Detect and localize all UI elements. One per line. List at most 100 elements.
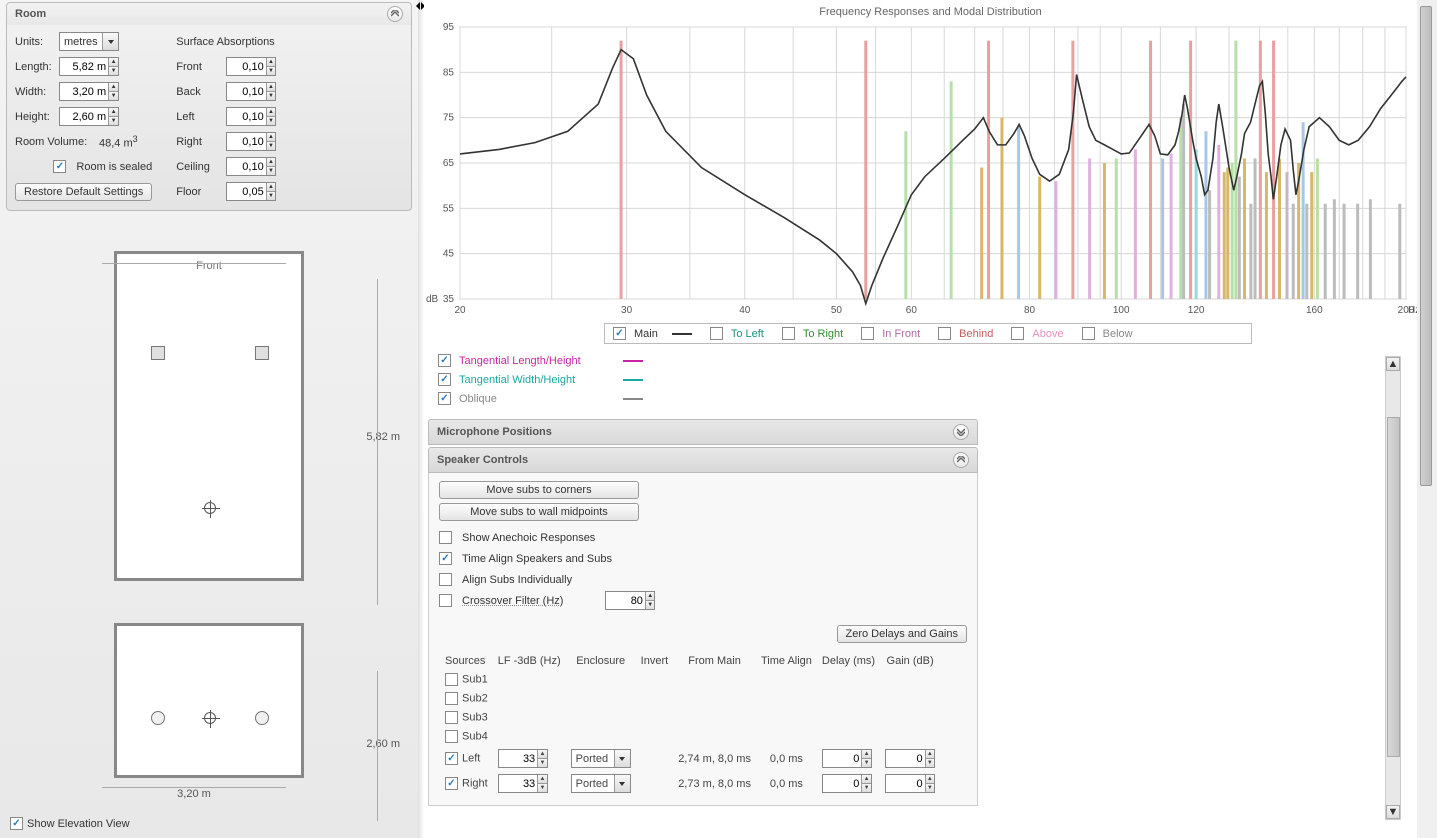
legend-checkbox[interactable] [613, 327, 626, 340]
chevron-down-icon[interactable] [614, 750, 630, 767]
legend-checkbox[interactable] [861, 327, 874, 340]
align-indiv-checkbox[interactable] [439, 573, 452, 586]
source-row: Right▲▼Ported2,73 m, 8,0 ms0,0 ms▲▼▲▼ [441, 772, 939, 795]
legend-item-to-right[interactable]: To Right [782, 327, 843, 340]
move-subs-corners-button[interactable]: Move subs to corners [439, 481, 639, 499]
col-enc: Enclosure [567, 653, 635, 669]
sealed-checkbox[interactable] [53, 160, 66, 173]
enclosure-select[interactable]: Ported [571, 749, 631, 768]
restore-defaults-button[interactable]: Restore Default Settings [15, 183, 152, 201]
elev-mic-icon[interactable] [204, 712, 216, 724]
outer-scrollbar[interactable] [1417, 0, 1437, 838]
legend-line-sample [672, 333, 692, 335]
anechoic-checkbox[interactable] [439, 531, 452, 544]
elev-speaker-left-icon[interactable] [151, 711, 165, 725]
ceiling-abs-input[interactable]: ▲▼ [226, 157, 276, 176]
legend-checkbox[interactable] [1011, 327, 1024, 340]
show-elevation-checkbox[interactable] [10, 817, 23, 830]
speaker-controls-header[interactable]: Speaker Controls [428, 447, 978, 473]
speaker-right-icon[interactable] [255, 346, 269, 360]
source-row: Left▲▼Ported2,74 m, 8,0 ms0,0 ms▲▼▲▼ [441, 747, 939, 770]
elevation-view-diagram[interactable] [114, 623, 304, 778]
legend-checkbox[interactable] [438, 373, 451, 386]
floor-abs-input[interactable]: ▲▼ [226, 182, 276, 201]
show-elevation-row: Show Elevation View [10, 817, 130, 830]
svg-text:30: 30 [621, 305, 633, 316]
legend-item-below[interactable]: Below [1082, 327, 1133, 340]
chevron-down-icon[interactable] [102, 33, 118, 50]
legend-checkbox[interactable] [1082, 327, 1095, 340]
width-input[interactable]: ▲▼ [59, 82, 119, 101]
legend-checkbox[interactable] [782, 327, 795, 340]
legend-item-behind[interactable]: Behind [938, 327, 993, 340]
crossover-input[interactable]: ▲▼ [605, 591, 655, 610]
height-input[interactable]: ▲▼ [59, 107, 119, 126]
legend-checkbox[interactable] [438, 392, 451, 405]
lf-input[interactable]: ▲▼ [498, 749, 548, 768]
legend-item-above[interactable]: Above [1011, 327, 1063, 340]
delay-input[interactable]: ▲▼ [822, 774, 872, 793]
mic-position-icon[interactable] [204, 502, 216, 514]
right-abs-label: Right [176, 136, 220, 148]
gain-input[interactable]: ▲▼ [885, 749, 935, 768]
legend-checkbox[interactable] [938, 327, 951, 340]
zero-delays-gains-button[interactable]: Zero Delays and Gains [837, 625, 968, 643]
enclosure-select[interactable]: Ported [571, 774, 631, 793]
gain-input[interactable]: ▲▼ [885, 774, 935, 793]
time-align-checkbox[interactable] [439, 552, 452, 565]
from-main-value: 2,74 m, 8,0 ms [678, 753, 751, 765]
front-abs-label: Front [176, 61, 220, 73]
svg-text:55: 55 [443, 203, 455, 214]
inner-scrollbar[interactable]: ▲ ▼ [1385, 356, 1401, 820]
speaker-collapse-btn[interactable] [953, 452, 969, 468]
legend-item-to-left[interactable]: To Left [710, 327, 764, 340]
ext-legend-item[interactable]: Tangential Width/Height [438, 373, 978, 386]
room-collapse-btn[interactable] [387, 6, 403, 22]
mic-positions-header[interactable]: Microphone Positions [428, 419, 978, 445]
col-inv: Invert [637, 653, 673, 669]
legend-item-in-front[interactable]: In Front [861, 327, 920, 340]
lf-input[interactable]: ▲▼ [498, 774, 548, 793]
right-abs-input[interactable]: ▲▼ [226, 132, 276, 151]
length-value[interactable] [60, 61, 108, 73]
delay-input[interactable]: ▲▼ [822, 749, 872, 768]
legend-checkbox[interactable] [438, 354, 451, 367]
height-value[interactable] [60, 111, 108, 123]
scroll-down-icon[interactable]: ▼ [1386, 805, 1400, 819]
width-value[interactable] [60, 86, 108, 98]
source-checkbox[interactable] [445, 692, 458, 705]
svg-text:50: 50 [831, 305, 843, 316]
ext-legend-item[interactable]: Tangential Length/Height [438, 354, 978, 367]
lower-panels: Tangential Length/Height Tangential Width… [424, 352, 1437, 832]
spin-up[interactable]: ▲ [108, 58, 118, 67]
plan-length-label: 5,82 m [366, 431, 400, 443]
units-select[interactable]: metres [59, 32, 119, 51]
chart-title: Frequency Responses and Modal Distributi… [424, 6, 1437, 18]
elev-height-label: 2,60 m [366, 738, 400, 750]
plan-view-diagram[interactable]: Front [114, 251, 304, 581]
chevron-down-icon[interactable] [614, 775, 630, 792]
mic-expand-btn[interactable] [953, 424, 969, 440]
scroll-thumb[interactable] [1387, 417, 1400, 757]
outer-scroll-thumb[interactable] [1420, 6, 1432, 486]
length-input[interactable]: ▲▼ [59, 57, 119, 76]
source-checkbox[interactable] [445, 673, 458, 686]
ext-legend-item[interactable]: Oblique [438, 392, 978, 405]
source-checkbox[interactable] [445, 752, 458, 765]
speaker-left-icon[interactable] [151, 346, 165, 360]
crossover-checkbox[interactable] [439, 594, 452, 607]
front-abs-input[interactable]: ▲▼ [226, 57, 276, 76]
crossover-label: Crossover Filter (Hz) [462, 595, 563, 607]
source-checkbox[interactable] [445, 730, 458, 743]
legend-item-main[interactable]: Main [613, 327, 692, 340]
left-abs-input[interactable]: ▲▼ [226, 107, 276, 126]
legend-checkbox[interactable] [710, 327, 723, 340]
scroll-up-icon[interactable]: ▲ [1386, 357, 1400, 371]
spin-down[interactable]: ▼ [108, 67, 118, 75]
source-checkbox[interactable] [445, 777, 458, 790]
elev-speaker-right-icon[interactable] [255, 711, 269, 725]
move-subs-midpoints-button[interactable]: Move subs to wall midpoints [439, 503, 639, 521]
chart-svg[interactable]: 35455565758595203040506080100120160200Hz… [424, 21, 1424, 321]
source-checkbox[interactable] [445, 711, 458, 724]
back-abs-input[interactable]: ▲▼ [226, 82, 276, 101]
